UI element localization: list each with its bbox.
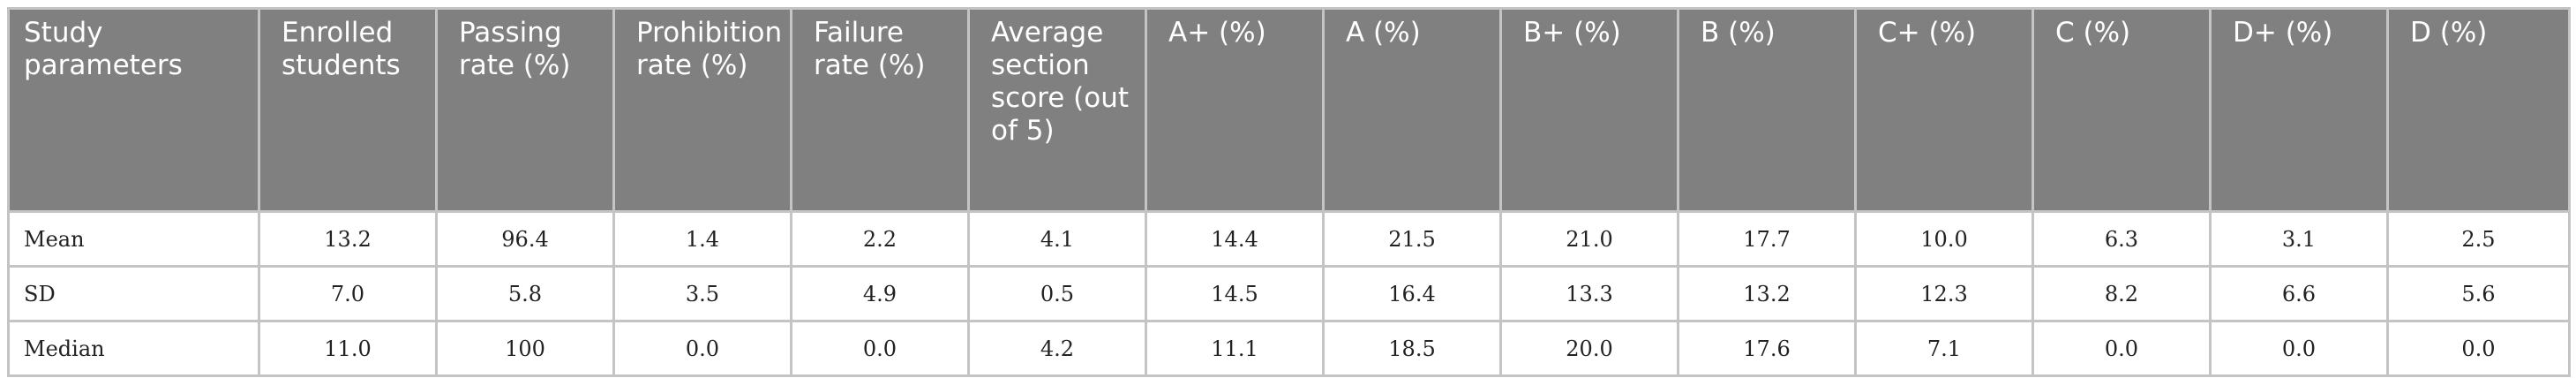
table-cell: 5.8 bbox=[435, 265, 615, 322]
row-label-mean: Mean bbox=[7, 210, 260, 268]
table-cell: 17.6 bbox=[1677, 320, 1857, 377]
table-cell: 13.3 bbox=[1499, 265, 1679, 322]
header-b: B (%) bbox=[1677, 7, 1857, 213]
header-c-plus: C+ (%) bbox=[1854, 7, 2034, 213]
table-cell: 0.0 bbox=[2209, 320, 2389, 377]
row-label-median: Median bbox=[7, 320, 260, 377]
table-header: Study parameters Enrolled students Passi… bbox=[7, 7, 2571, 213]
header-d: D (%) bbox=[2386, 7, 2571, 213]
table-cell: 18.5 bbox=[1322, 320, 1502, 377]
table-cell: 4.2 bbox=[967, 320, 1147, 377]
table-cell: 0.0 bbox=[2032, 320, 2212, 377]
header-prohibition-rate: Prohibition rate (%) bbox=[612, 7, 792, 213]
table-cell: 13.2 bbox=[1677, 265, 1857, 322]
table-cell: 7.0 bbox=[258, 265, 438, 322]
table-cell: 0.5 bbox=[967, 265, 1147, 322]
header-failure-rate: Failure rate (%) bbox=[790, 7, 970, 213]
header-enrolled-students: Enrolled students bbox=[258, 7, 438, 213]
table-cell: 8.2 bbox=[2032, 265, 2212, 322]
table-row: Median 11.0 100 0.0 0.0 4.2 11.1 18.5 20… bbox=[7, 320, 2571, 377]
table-cell: 12.3 bbox=[1854, 265, 2034, 322]
table-cell: 2.5 bbox=[2386, 210, 2571, 268]
table-cell: 6.6 bbox=[2209, 265, 2389, 322]
table-cell: 6.3 bbox=[2032, 210, 2212, 268]
table-cell: 3.5 bbox=[612, 265, 792, 322]
header-average-section-score: Average section score (out of 5) bbox=[967, 7, 1147, 213]
table-cell: 11.1 bbox=[1145, 320, 1325, 377]
table-cell: 14.4 bbox=[1145, 210, 1325, 268]
header-b-plus: B+ (%) bbox=[1499, 7, 1679, 213]
table-cell: 2.2 bbox=[790, 210, 970, 268]
table-body: Mean 13.2 96.4 1.4 2.2 4.1 14.4 21.5 21.… bbox=[7, 210, 2571, 377]
table-cell: 20.0 bbox=[1499, 320, 1679, 377]
table-row: SD 7.0 5.8 3.5 4.9 0.5 14.5 16.4 13.3 13… bbox=[7, 265, 2571, 322]
header-row: Study parameters Enrolled students Passi… bbox=[7, 7, 2571, 213]
table-cell: 21.5 bbox=[1322, 210, 1502, 268]
table-cell: 100 bbox=[435, 320, 615, 377]
table-cell: 7.1 bbox=[1854, 320, 2034, 377]
table-cell: 10.0 bbox=[1854, 210, 2034, 268]
table-cell: 0.0 bbox=[790, 320, 970, 377]
header-c: C (%) bbox=[2032, 7, 2212, 213]
header-study-parameters: Study parameters bbox=[7, 7, 260, 213]
table-cell: 4.9 bbox=[790, 265, 970, 322]
table-cell: 16.4 bbox=[1322, 265, 1502, 322]
table-cell: 13.2 bbox=[258, 210, 438, 268]
table-cell: 0.0 bbox=[2386, 320, 2571, 377]
header-a: A (%) bbox=[1322, 7, 1502, 213]
header-a-plus: A+ (%) bbox=[1145, 7, 1325, 213]
table-cell: 17.7 bbox=[1677, 210, 1857, 268]
header-passing-rate: Passing rate (%) bbox=[435, 7, 615, 213]
table-container: Study parameters Enrolled students Passi… bbox=[7, 7, 2571, 377]
table-cell: 5.6 bbox=[2386, 265, 2571, 322]
study-parameters-table: Study parameters Enrolled students Passi… bbox=[7, 7, 2571, 377]
table-cell: 3.1 bbox=[2209, 210, 2389, 268]
header-d-plus: D+ (%) bbox=[2209, 7, 2389, 213]
table-row: Mean 13.2 96.4 1.4 2.2 4.1 14.4 21.5 21.… bbox=[7, 210, 2571, 268]
table-cell: 1.4 bbox=[612, 210, 792, 268]
table-cell: 4.1 bbox=[967, 210, 1147, 268]
row-label-sd: SD bbox=[7, 265, 260, 322]
table-cell: 0.0 bbox=[612, 320, 792, 377]
table-cell: 14.5 bbox=[1145, 265, 1325, 322]
header-prohibition-rate-text: Prohibition rate (%) bbox=[636, 17, 783, 81]
table-cell: 21.0 bbox=[1499, 210, 1679, 268]
table-cell: 11.0 bbox=[258, 320, 438, 377]
table-cell: 96.4 bbox=[435, 210, 615, 268]
